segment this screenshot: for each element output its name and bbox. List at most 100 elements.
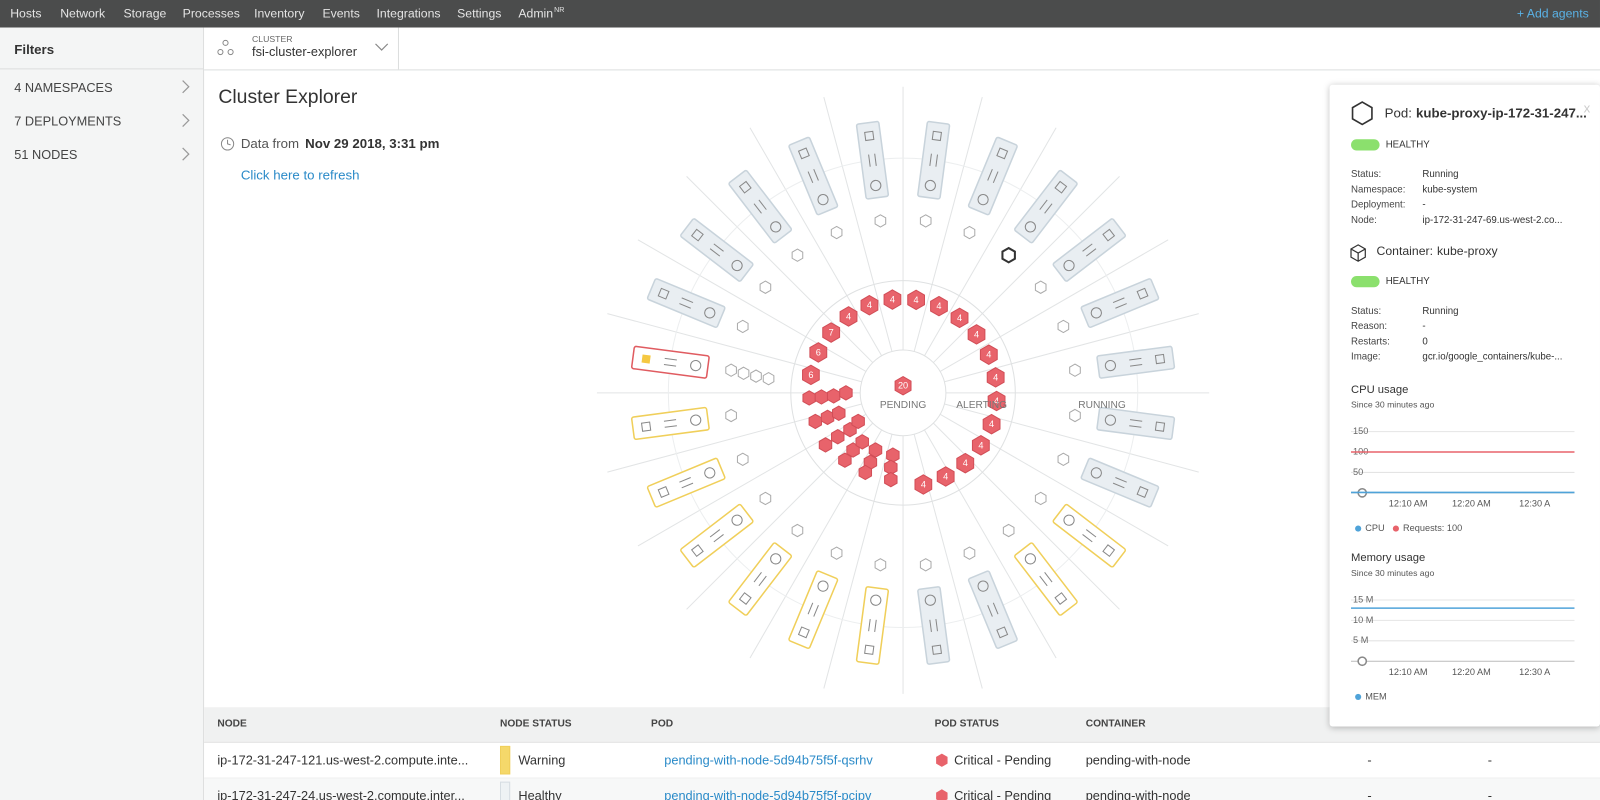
health-label: HEALTHY xyxy=(1386,276,1431,287)
node-bar xyxy=(1039,575,1048,587)
node-bar xyxy=(1082,243,1093,252)
table-cell[interactable]: pending-with-node-5d94b75f5f-pcjpv xyxy=(664,788,872,800)
alerting-count: 4 xyxy=(986,350,991,360)
node-circle xyxy=(690,414,702,426)
node-bar xyxy=(1112,482,1125,489)
nav-item[interactable]: AdminNR xyxy=(518,6,565,21)
pod-icon xyxy=(1351,101,1373,126)
filter-item[interactable]: 4 NAMESPACES xyxy=(14,80,113,95)
node-bar xyxy=(1129,363,1143,367)
filter-item[interactable]: 7 DEPLOYMENTS xyxy=(14,114,122,129)
node xyxy=(1096,406,1176,441)
field-value: ip-172-31-247-69.us-west-2.co... xyxy=(1422,215,1562,226)
node-bar xyxy=(1112,297,1125,304)
refresh-link[interactable]: Click here to refresh xyxy=(240,167,360,183)
nav-item[interactable]: Integrations xyxy=(376,6,441,21)
legend-dot xyxy=(1392,525,1399,532)
alerting-count: 6 xyxy=(808,370,813,380)
legend-dot xyxy=(1355,693,1362,700)
alerting-pod xyxy=(930,295,948,317)
status-hex xyxy=(936,753,948,767)
node xyxy=(630,406,710,441)
field-label: Node: xyxy=(1351,215,1377,226)
node-bar xyxy=(807,602,814,615)
column-header[interactable]: NODE xyxy=(217,718,247,730)
node xyxy=(1096,345,1176,379)
node-box xyxy=(1014,542,1078,616)
node-square xyxy=(1102,228,1116,242)
cluster-name[interactable]: fsi-cluster-explorer xyxy=(252,44,357,60)
node xyxy=(680,503,754,568)
node xyxy=(1052,218,1127,282)
pod-name: kube-proxy-ip-172-31-247... xyxy=(1416,105,1587,120)
clock-icon xyxy=(220,137,235,151)
node-square xyxy=(864,130,875,142)
container-name: kube-proxy xyxy=(1437,244,1498,258)
nav-sup: NR xyxy=(554,7,565,15)
nav-item[interactable]: Hosts xyxy=(10,6,42,21)
health-pill xyxy=(1351,276,1380,288)
close-button[interactable]: x xyxy=(1584,101,1591,116)
filter-item[interactable]: 51 NODES xyxy=(14,147,78,163)
alerting-pod xyxy=(839,306,858,327)
nav-item[interactable]: Processes xyxy=(182,6,240,21)
x-tick-label: 12:30 A xyxy=(1519,667,1551,677)
spoke xyxy=(913,97,983,352)
alerting-pod xyxy=(967,324,986,345)
hex xyxy=(936,753,948,767)
node xyxy=(1014,542,1078,616)
alerting-count: 7 xyxy=(829,327,834,337)
node-box xyxy=(967,570,1018,650)
node-bar xyxy=(813,605,819,617)
pod-label: Pod: xyxy=(1385,105,1412,120)
nav-item[interactable]: Inventory xyxy=(254,6,305,21)
node-bar xyxy=(753,572,762,583)
cluster-bar: CLUSTER fsi-cluster-explorer xyxy=(204,27,1600,71)
node-box xyxy=(1080,457,1160,508)
nav-item[interactable]: Network xyxy=(60,6,106,21)
nav-item[interactable]: Settings xyxy=(457,6,502,21)
column-header[interactable]: POD xyxy=(651,718,674,730)
running-pod xyxy=(919,214,932,228)
node-circle xyxy=(817,193,829,206)
y-tick-label: 10 M xyxy=(1353,615,1373,625)
chevron-line xyxy=(375,43,389,51)
table-cell: - xyxy=(1487,788,1493,800)
container-title: Container: kube-proxy xyxy=(1377,244,1499,258)
node-box xyxy=(680,218,754,282)
pending-pod xyxy=(868,442,883,458)
table-cell: - xyxy=(1367,788,1372,800)
x-tick-label: 12:10 AM xyxy=(1389,498,1428,508)
table-cell[interactable]: pending-with-node-5d94b75f5f-qsrhv xyxy=(664,753,873,768)
spoke xyxy=(686,422,874,610)
cluster-dropdown xyxy=(375,43,389,51)
node-box xyxy=(967,136,1018,216)
chart-title: Memory usage xyxy=(1351,552,1425,564)
field-label: Image: xyxy=(1351,352,1381,363)
divider xyxy=(0,68,204,70)
node-square xyxy=(657,287,670,300)
column-header[interactable]: CONTAINER xyxy=(1085,718,1146,730)
node-bar xyxy=(758,199,767,210)
nav-item[interactable]: Storage xyxy=(123,6,167,21)
nav-item[interactable]: Events xyxy=(322,6,360,21)
table-cell: Warning xyxy=(518,753,566,768)
running-pod xyxy=(963,225,976,240)
node-square xyxy=(996,147,1009,160)
spoke xyxy=(686,176,874,363)
node-bar xyxy=(1039,199,1048,210)
column-header[interactable]: POD STATUS xyxy=(934,718,999,730)
node-circle xyxy=(704,467,716,479)
running-pod xyxy=(1057,319,1070,334)
running-pod xyxy=(737,366,750,380)
spoke xyxy=(932,422,1120,610)
node-circle xyxy=(870,594,882,606)
column-header[interactable]: NODE STATUS xyxy=(499,718,572,730)
chevron-line xyxy=(182,147,190,161)
node-circle xyxy=(1104,414,1117,426)
node-box xyxy=(917,120,951,200)
add-agents[interactable]: + Add agents xyxy=(1516,6,1589,21)
spoke xyxy=(637,239,867,372)
y-tick-label: 150 xyxy=(1353,426,1368,436)
pending-count: 20 xyxy=(898,381,908,391)
